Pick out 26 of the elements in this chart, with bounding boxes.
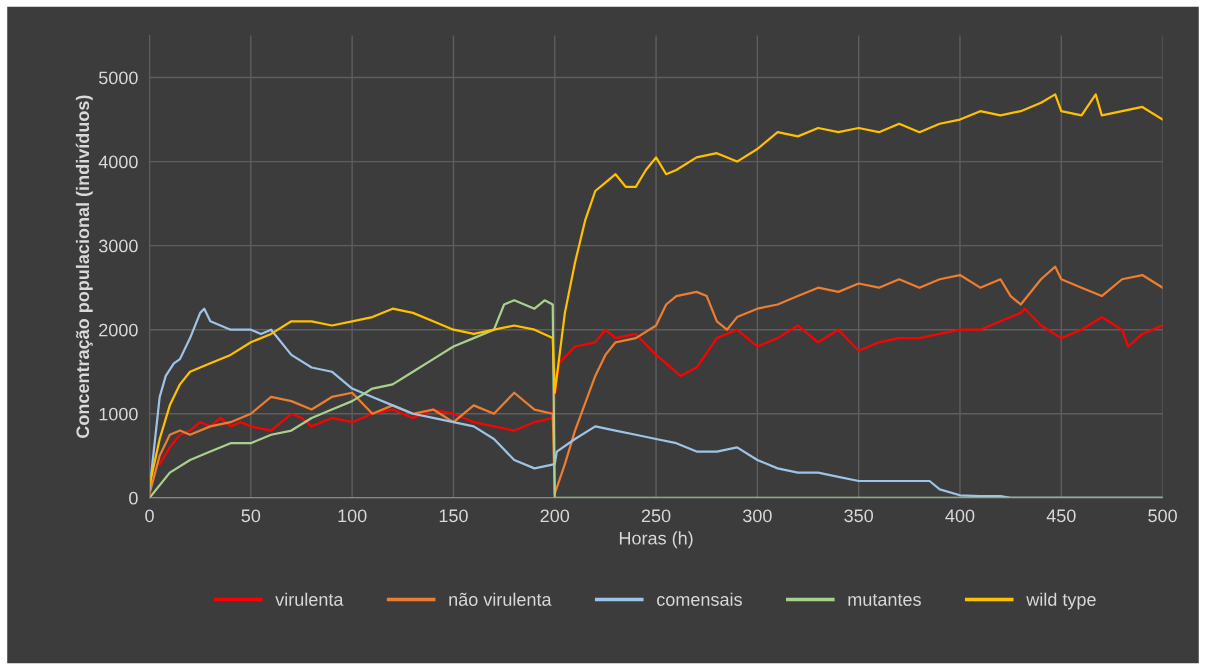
y-tick-label: 4000 <box>98 155 138 169</box>
line-series <box>158 307 1163 466</box>
x-tick-label: 450 <box>1046 509 1076 523</box>
x-tick-label: 400 <box>945 509 975 523</box>
y-tick-label: 1000 <box>99 407 138 421</box>
legend-label: comensais <box>657 592 742 606</box>
x-tick-label: 100 <box>338 509 367 523</box>
x-tick-label: 250 <box>641 509 671 523</box>
y-tick-label: 0 <box>129 491 138 505</box>
x-tick-label: 300 <box>743 509 772 523</box>
legend-label: wild type <box>1026 592 1096 610</box>
legend-label: virulenta <box>275 592 344 606</box>
y-tick-label: 5000 <box>98 71 138 85</box>
legend-label: não virulenta <box>449 592 552 606</box>
y-tick-label: 3000 <box>98 239 138 253</box>
x-tick-label: 200 <box>540 509 570 523</box>
y-axis-title: Concentração populacional (indivíduos) <box>75 95 93 438</box>
line-series <box>149 93 1163 487</box>
x-tick-label: 150 <box>439 509 468 523</box>
x-tick-label: 500 <box>1148 509 1177 523</box>
legend-label: mutantes <box>848 594 921 606</box>
x-tick-label: 350 <box>844 509 874 523</box>
y-tick-label: 2000 <box>99 323 138 337</box>
x-tick-label: 50 <box>241 509 261 523</box>
x-axis-title: Horas (h) <box>619 531 693 549</box>
x-tick-label: 0 <box>145 509 154 523</box>
